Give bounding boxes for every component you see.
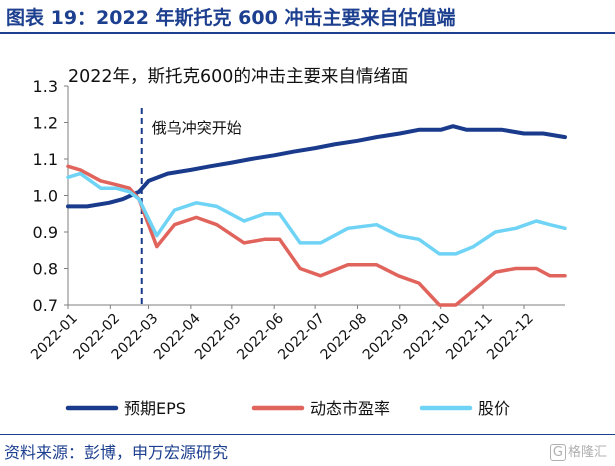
y-tick-label: 0.9 [33,223,58,242]
series-line-3 [66,171,567,256]
y-tick-label: 1.2 [33,114,58,133]
y-tick-label: 1.0 [33,187,58,206]
series-line-1 [66,124,567,209]
chart-container: 0.7 0.8 0.9 1.0 1.1 1.2 1.3 2022-01 2022-02 2022-… [0,36,615,436]
source-note: 资料来源：彭博，申万宏源研究 [4,443,229,462]
annotation-layer: 俄乌冲突开始 [140,108,242,305]
series-line-2 [66,164,567,307]
y-tick-label: 0.8 [33,260,58,279]
annotation-label: 俄乌冲突开始 [152,119,242,137]
legend-label: 股价 [478,399,510,418]
legend: 预期EPS 动态市盈率 股价 [65,399,510,418]
y-tick-label: 1.1 [33,150,58,169]
watermark-logo-icon: G [549,444,566,461]
figure-title-bar: 图表 19：2022 年斯托克 600 冲击主要来自估值端 [0,0,615,34]
watermark-text: 格隆汇 [567,445,607,460]
axes [64,85,565,309]
y-tick-label: 0.7 [33,296,58,315]
series-layer [66,124,567,307]
legend-label: 预期EPS [124,399,186,418]
y-tick-label: 1.3 [33,77,58,96]
watermark: G 格隆汇 [549,441,607,461]
chart-title: 2022年，斯托克600的冲击主要来自情绪面 [68,67,408,87]
bottom-rule [0,434,615,435]
line-chart: 0.70.80.91.01.11.21.32022-012022-022022-… [28,67,567,418]
legend-label: 动态市盈率 [310,399,390,418]
figure-title: 图表 19：2022 年斯托克 600 冲击主要来自估值端 [6,7,456,29]
